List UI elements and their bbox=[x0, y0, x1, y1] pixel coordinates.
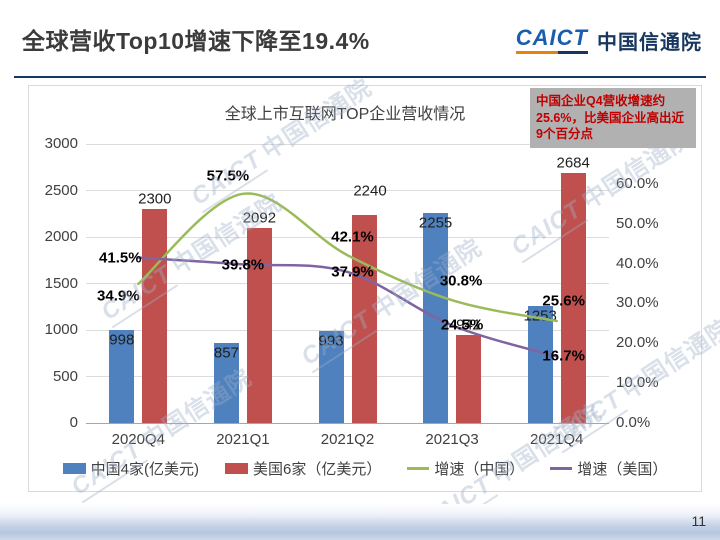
bar-value-label: 2300 bbox=[138, 190, 172, 208]
bar-china-2021Q1 bbox=[213, 343, 239, 423]
chart-title: 全球上市互联网TOP企业营收情况 bbox=[224, 106, 466, 123]
bar-value-label: 2255 bbox=[418, 214, 453, 232]
growth-pct-label: 57.5% bbox=[206, 167, 250, 185]
gridline bbox=[86, 329, 609, 331]
bar-value-label: 998 bbox=[109, 331, 135, 349]
growth-pct-label: 34.9% bbox=[97, 287, 140, 305]
bar-value-label: 857 bbox=[213, 344, 239, 362]
legend-label: 增速（美国） bbox=[577, 461, 668, 478]
legend-item: 增速（美国） bbox=[550, 458, 667, 479]
legend-label: 美国6家（亿美元） bbox=[252, 461, 382, 478]
y-axis-tick-label: 500 bbox=[52, 367, 78, 385]
bar-usa-2021Q3 bbox=[456, 335, 482, 423]
legend-item: 美国6家（亿美元） bbox=[224, 458, 382, 479]
gridline bbox=[86, 190, 609, 191]
bar-china-2021Q2 bbox=[318, 330, 344, 423]
bar-china-2020Q4 bbox=[109, 330, 135, 423]
slide-header: 全球营收Top10增速下降至19.4% CAICT 中国信通院 bbox=[0, 0, 720, 80]
gridline bbox=[86, 376, 609, 377]
secondary-y-axis-tick-label: 30.0% bbox=[616, 294, 659, 312]
growth-pct-label: 24.5% bbox=[440, 316, 484, 334]
legend-label: 增速（中国） bbox=[434, 461, 525, 478]
bar-usa-2021Q4 bbox=[560, 173, 586, 423]
x-axis-label: 2021Q2 bbox=[320, 431, 375, 448]
caict-cn-name: 中国信通院 bbox=[597, 32, 702, 54]
bar-value-label: 2684 bbox=[556, 154, 590, 172]
growth-pct-label: 42.1% bbox=[331, 228, 374, 246]
bar-usa-2021Q2 bbox=[351, 214, 377, 423]
gridline bbox=[86, 422, 609, 424]
secondary-y-axis-tick-label: 50.0% bbox=[616, 214, 659, 232]
growth-pct-label: 16.7% bbox=[542, 347, 585, 365]
gridline bbox=[86, 236, 609, 238]
line-usa-growth bbox=[137, 256, 558, 358]
secondary-y-axis-tick-label: 10.0% bbox=[616, 374, 659, 392]
legend-item: 中国4家(亿美元) bbox=[62, 458, 199, 479]
y-axis-tick-label: 1000 bbox=[44, 321, 78, 338]
y-axis-tick-label: 0 bbox=[69, 414, 78, 431]
x-axis-label: 2021Q4 bbox=[529, 431, 584, 448]
x-axis-label: 2020Q4 bbox=[111, 431, 165, 448]
legend-swatch bbox=[62, 463, 86, 474]
secondary-y-axis-tick-label: 60.0% bbox=[616, 174, 659, 192]
chart-legend: 中国4家(亿美元) 美国6家（亿美元） 增速（中国） 增速（美国） bbox=[29, 458, 701, 479]
growth-pct-label: 39.8% bbox=[221, 256, 265, 274]
x-axis-label: 2021Q1 bbox=[216, 431, 270, 448]
legend-swatch bbox=[407, 467, 430, 470]
caict-logo: CAICT 中国信通院 bbox=[515, 26, 702, 55]
header-divider bbox=[14, 76, 706, 78]
gridline bbox=[86, 283, 609, 284]
bar-value-label: 993 bbox=[318, 332, 344, 350]
caict-wordmark: CAICT bbox=[515, 27, 588, 54]
legend-label: 中国4家(亿美元) bbox=[90, 461, 199, 478]
growth-pct-label: 41.5% bbox=[99, 249, 142, 267]
y-axis-tick-label: 1500 bbox=[44, 274, 78, 292]
secondary-y-axis-tick-label: 40.0% bbox=[616, 254, 659, 272]
annotation-box: 中国企业Q4营收增速约25.6%，比美国企业高出近9个百分点 bbox=[530, 88, 696, 148]
secondary-y-axis-tick-label: 0.0% bbox=[616, 414, 651, 431]
logo-underline bbox=[515, 51, 588, 54]
legend-swatch bbox=[550, 467, 573, 470]
page-title: 全球营收Top10增速下降至19.4% bbox=[22, 28, 370, 54]
bar-china-2021Q4 bbox=[527, 306, 553, 423]
bar-usa-2021Q1 bbox=[246, 228, 272, 423]
y-axis-tick-label: 3000 bbox=[44, 135, 78, 152]
bar-value-label: 2240 bbox=[353, 182, 387, 200]
footer-bar: 11 bbox=[0, 504, 720, 540]
page-number: 11 bbox=[691, 513, 706, 529]
secondary-y-axis-tick-label: 20.0% bbox=[616, 334, 659, 352]
legend-item: 增速（中国） bbox=[407, 458, 524, 479]
growth-pct-label: 37.9% bbox=[331, 263, 374, 281]
plot-area: 0 500 1000 1500 2000 2500 3000 0.0% 10.0% 20.0% 30… bbox=[45, 135, 659, 448]
line-china-growth bbox=[137, 192, 558, 323]
bar-usa-2020Q4 bbox=[142, 209, 168, 423]
growth-pct-label: 30.8% bbox=[439, 272, 483, 290]
growth-pct-label: 25.6% bbox=[542, 292, 585, 310]
growth-lines bbox=[137, 192, 558, 358]
y-axis-tick-label: 2500 bbox=[44, 181, 78, 199]
chart-panel: 全球上市互联网TOP企业营收情况 0 500 1000 1500 2000 2500 300… bbox=[28, 85, 702, 492]
y-axis-tick-label: 2000 bbox=[44, 228, 78, 245]
gridline bbox=[86, 143, 609, 145]
legend-swatch bbox=[224, 463, 248, 474]
x-axis-label: 2021Q3 bbox=[425, 431, 479, 448]
bar-value-label: 2092 bbox=[242, 209, 277, 227]
